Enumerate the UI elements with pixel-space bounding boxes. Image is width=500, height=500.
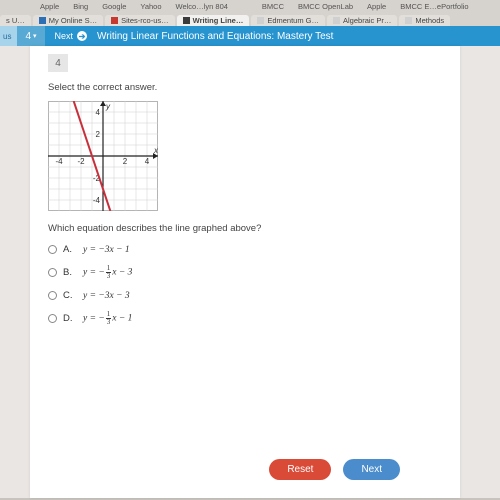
choice-equation: y = −3x − 3: [83, 291, 130, 301]
question-sub-prompt: Which equation describes the line graphe…: [48, 223, 442, 234]
choice-c[interactable]: C. y = −3x − 3: [48, 290, 442, 301]
svg-text:2: 2: [123, 157, 128, 166]
bookmark-item[interactable]: Apple: [40, 2, 59, 11]
tab-item[interactable]: Methods: [399, 15, 450, 26]
header-question-number[interactable]: 4▾: [17, 26, 44, 46]
choice-label: B.: [63, 267, 77, 278]
choice-d[interactable]: D. y = −13x − 1: [48, 311, 442, 326]
arrow-right-icon: ➔: [77, 31, 87, 41]
app-header: us 4▾ Next ➔ Writing Linear Functions an…: [0, 26, 500, 46]
tab-item[interactable]: Algebraic Pr…: [327, 15, 397, 26]
tab-strip: s U… My Online S… Sites-rco-us… Writing …: [0, 12, 500, 26]
choice-equation: y = −13x − 1: [83, 311, 132, 326]
bookmark-item[interactable]: Bing: [73, 2, 88, 11]
action-buttons: Reset Next: [269, 459, 400, 480]
content-viewport: 4 Select the correct answer. -4-4-2-2224…: [0, 46, 500, 498]
choice-label: C.: [63, 290, 77, 301]
svg-text:4: 4: [96, 108, 101, 117]
svg-text:-4: -4: [55, 157, 63, 166]
svg-text:-4: -4: [93, 196, 101, 205]
radio-icon[interactable]: [48, 314, 57, 323]
bookmark-item[interactable]: Welco…lyn 804: [176, 2, 228, 11]
tab-item[interactable]: Sites-rco-us…: [105, 15, 175, 26]
tab-item-active[interactable]: Writing Line…: [177, 15, 250, 26]
choice-b[interactable]: B. y = −13x − 3: [48, 265, 442, 280]
bookmark-item[interactable]: Yahoo: [140, 2, 161, 11]
choice-label: D.: [63, 313, 77, 324]
line-graph: -4-4-2-22244xy: [48, 101, 158, 211]
answer-choices: A. y = −3x − 1 B. y = −13x − 3 C. y = −3…: [48, 244, 442, 326]
bookmark-item[interactable]: Apple: [367, 2, 386, 11]
tab-item[interactable]: My Online S…: [33, 15, 103, 26]
choice-label: A.: [63, 244, 77, 255]
header-left-stub: us: [0, 26, 17, 46]
radio-icon[interactable]: [48, 291, 57, 300]
chevron-down-icon: ▾: [33, 32, 37, 40]
page-title: Writing Linear Functions and Equations: …: [97, 31, 333, 42]
question-prompt: Select the correct answer.: [48, 82, 442, 93]
svg-text:2: 2: [96, 130, 101, 139]
question-card: 4 Select the correct answer. -4-4-2-2224…: [30, 46, 460, 498]
choice-equation: y = −3x − 1: [83, 245, 130, 255]
next-button[interactable]: Next: [343, 459, 400, 480]
choice-equation: y = −13x − 3: [83, 265, 132, 280]
bookmark-item[interactable]: BMCC OpenLab: [298, 2, 353, 11]
svg-text:4: 4: [145, 157, 150, 166]
favicon-icon: [405, 17, 412, 24]
radio-icon[interactable]: [48, 268, 57, 277]
favicon-icon: [183, 17, 190, 24]
radio-icon[interactable]: [48, 245, 57, 254]
tab-item[interactable]: s U…: [0, 15, 31, 26]
bookmark-item[interactable]: Google: [102, 2, 126, 11]
svg-text:x: x: [153, 146, 158, 155]
reset-button[interactable]: Reset: [269, 459, 331, 480]
favicon-icon: [39, 17, 46, 24]
favicon-icon: [333, 17, 340, 24]
svg-text:-2: -2: [77, 157, 85, 166]
bookmark-item[interactable]: BMCC: [262, 2, 284, 11]
favicon-icon: [257, 17, 264, 24]
bookmark-item[interactable]: BMCC E…ePortfolio: [400, 2, 468, 11]
bookmarks-bar: Apple Bing Google Yahoo Welco…lyn 804 BM…: [0, 0, 500, 12]
favicon-icon: [111, 17, 118, 24]
header-next-button[interactable]: Next ➔: [45, 31, 98, 41]
choice-a[interactable]: A. y = −3x − 1: [48, 244, 442, 255]
tab-item[interactable]: Edmentum G…: [251, 15, 325, 26]
question-badge: 4: [48, 54, 68, 72]
